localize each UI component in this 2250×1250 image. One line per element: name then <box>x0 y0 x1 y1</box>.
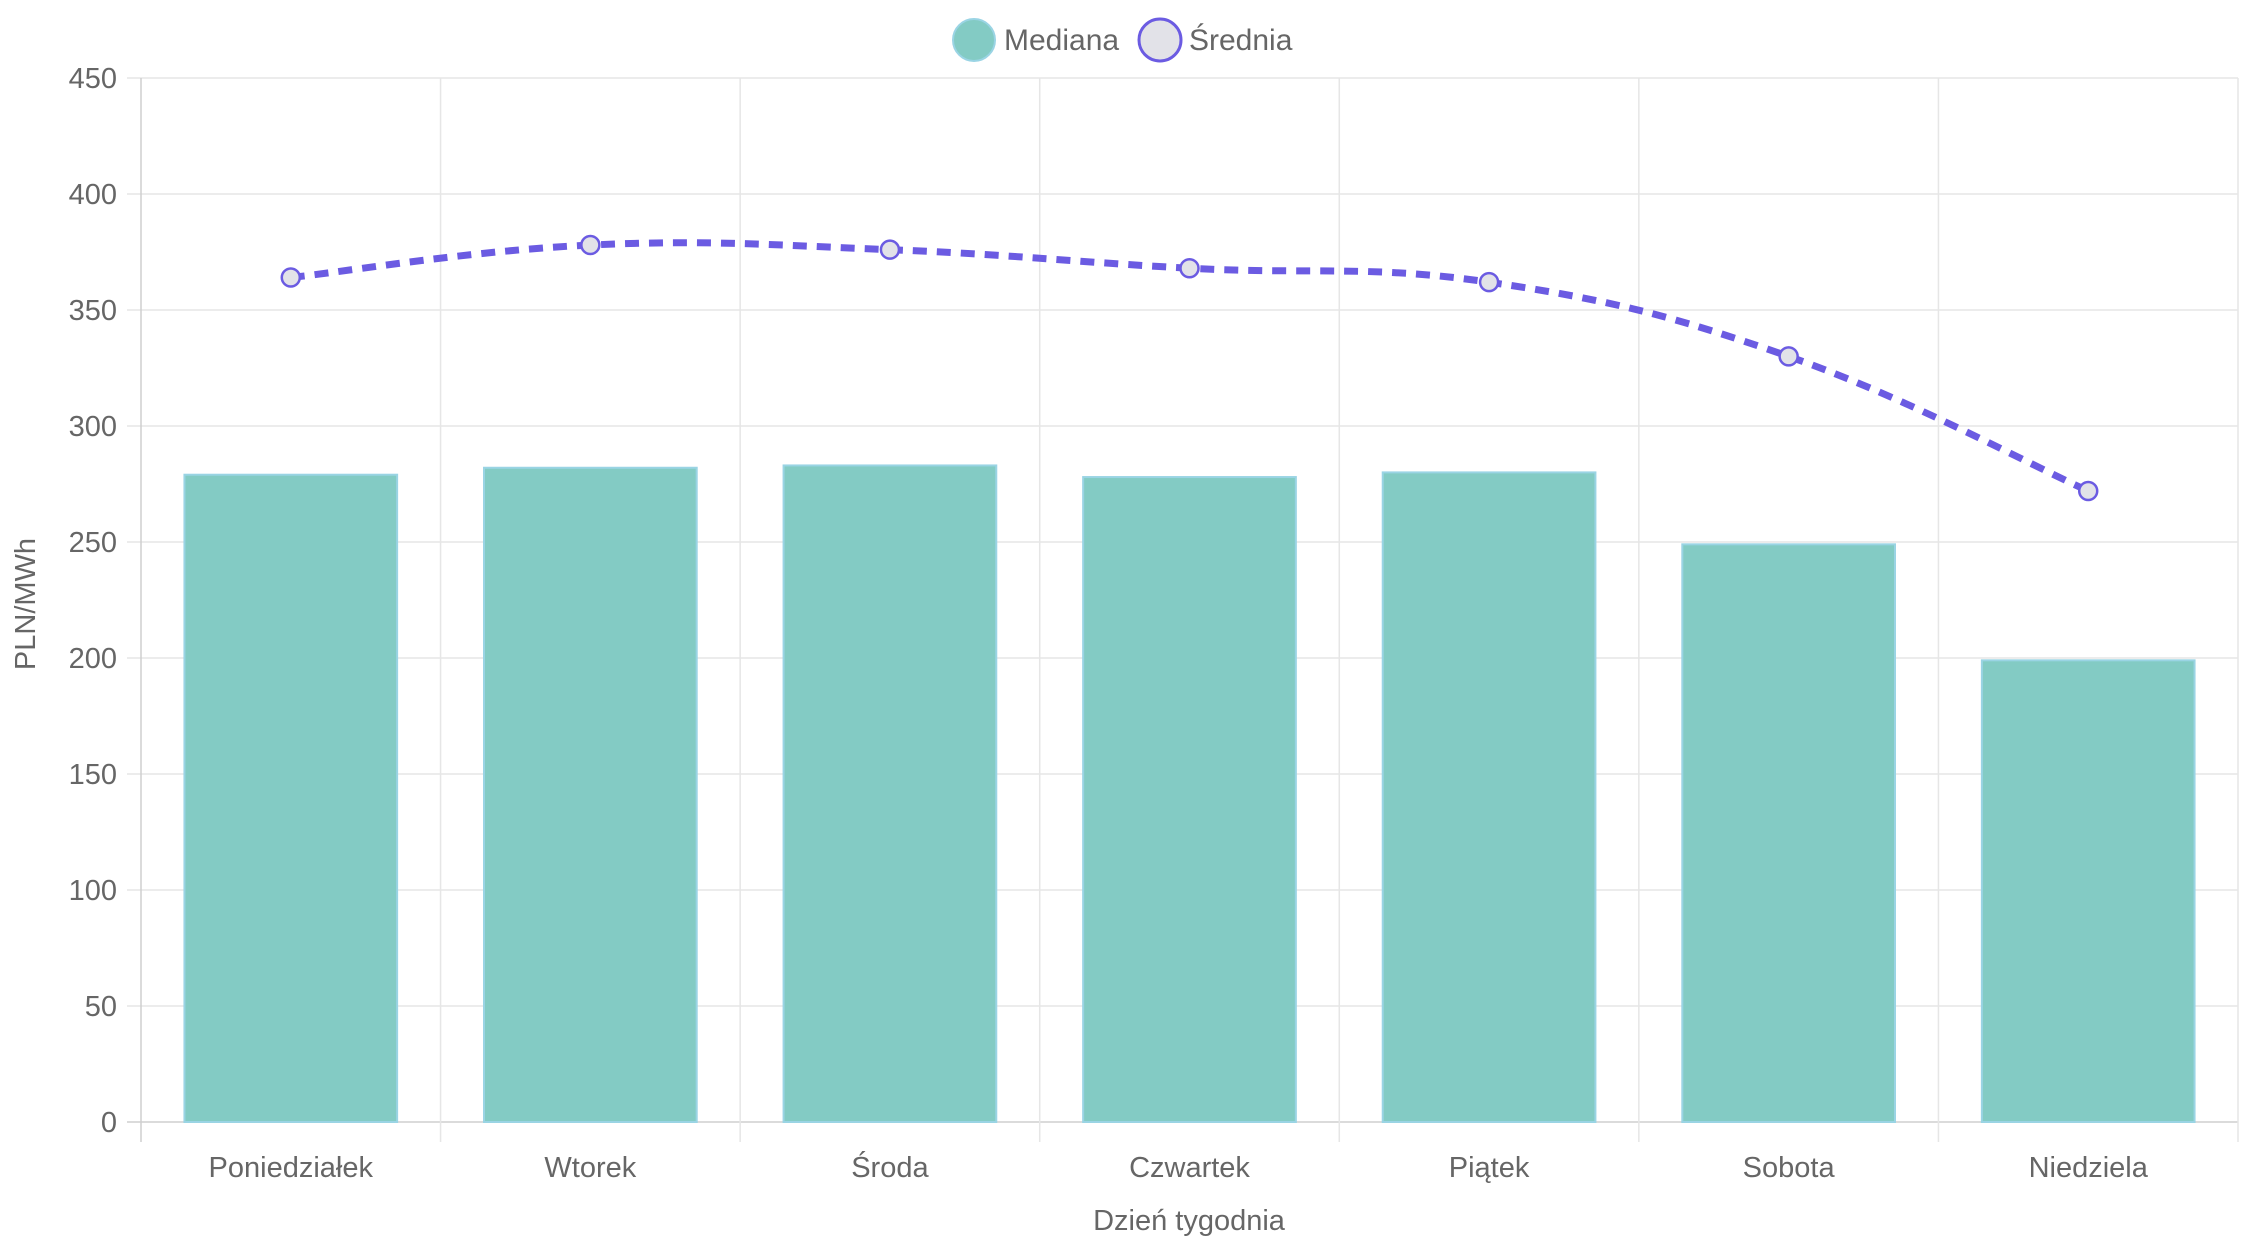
x-axis-ticks: Poniedziałek Wtorek Środa Czwartek Piątek Sob… <box>209 1150 2149 1184</box>
bar[interactable] <box>782 464 998 1123</box>
x-tick-label: Sobota <box>1743 1152 1836 1184</box>
x-tick-label: Niedziela <box>2029 1152 2149 1184</box>
y-axis-title: PLN/MWh <box>10 538 42 670</box>
bar-series <box>183 464 2196 1124</box>
legend-label-mediana: Mediana <box>1004 24 1119 57</box>
legend-item-mediana[interactable]: Mediana <box>952 18 1119 62</box>
x-tick-label: Wtorek <box>544 1152 636 1184</box>
bar[interactable] <box>183 473 399 1124</box>
y-tick-label: 450 <box>69 63 117 95</box>
line-point[interactable] <box>1478 271 1500 293</box>
x-tick-label: Czwartek <box>1129 1152 1250 1184</box>
line-point[interactable] <box>1179 257 1200 279</box>
legend-swatch-srednia <box>1137 17 1183 63</box>
bar[interactable] <box>483 466 698 1123</box>
line-point[interactable] <box>2077 480 2099 502</box>
y-tick-label: 200 <box>69 643 117 675</box>
line-point[interactable] <box>580 234 601 256</box>
y-tick-label: 400 <box>69 179 117 211</box>
line-point[interactable] <box>879 239 901 260</box>
x-tick-label: Środa <box>851 1150 929 1184</box>
y-tick-label: 100 <box>69 875 117 907</box>
y-tick-label: 250 <box>69 527 117 559</box>
x-tick-label: Piątek <box>1449 1152 1530 1184</box>
y-tick-label: 150 <box>69 759 117 791</box>
x-tick-label: Poniedziałek <box>209 1152 374 1184</box>
y-tick-label: 50 <box>85 991 117 1023</box>
bar[interactable] <box>1980 659 2196 1123</box>
bar[interactable] <box>1082 476 1297 1124</box>
x-axis-title: Dzień tygodnia <box>1093 1205 1286 1237</box>
y-tick-label: 0 <box>101 1107 117 1139</box>
legend-item-srednia[interactable]: Średnia <box>1137 17 1293 63</box>
legend[interactable]: Mediana Średnia <box>952 17 1293 63</box>
line-point[interactable] <box>1778 346 1799 367</box>
line-point[interactable] <box>280 267 302 288</box>
y-tick-label: 350 <box>69 295 117 327</box>
y-axis-ticks: 0 50 100 150 200 250 300 350 400 450 <box>69 63 117 1139</box>
line-series <box>280 234 2099 502</box>
bar[interactable] <box>1381 471 1597 1123</box>
y-tick-label: 300 <box>69 411 117 443</box>
legend-swatch-mediana <box>952 18 996 62</box>
bar[interactable] <box>1681 543 1896 1123</box>
legend-label-srednia: Średnia <box>1189 23 1293 57</box>
line-path <box>290 239 2090 495</box>
